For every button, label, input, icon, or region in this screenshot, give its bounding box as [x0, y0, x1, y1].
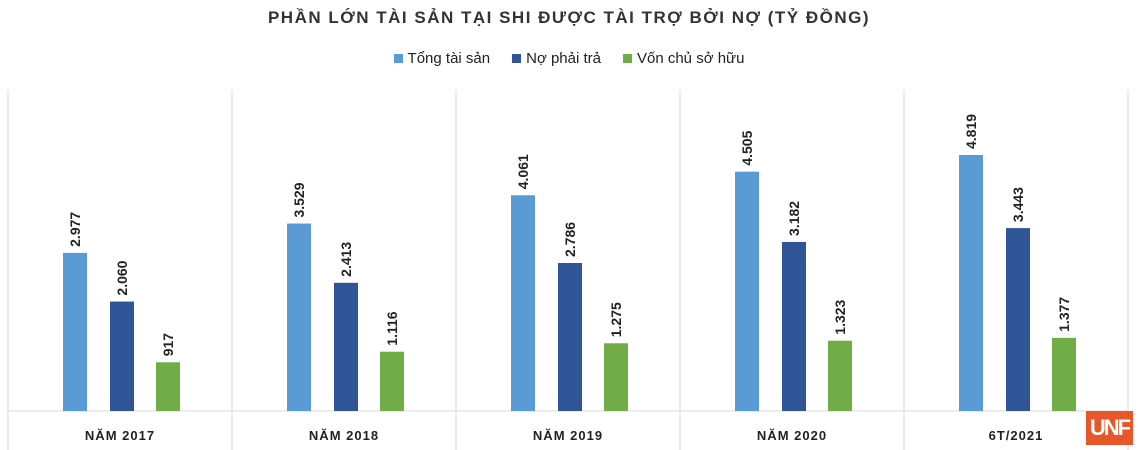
bar	[380, 351, 404, 411]
data-label: 1.116	[384, 311, 400, 345]
data-label: 3.443	[1010, 187, 1026, 222]
legend-item: Nợ phải trả	[512, 50, 601, 67]
bar	[287, 223, 311, 411]
legend-item: Tổng tài sản	[393, 50, 491, 67]
category-label: 6T/2021	[989, 428, 1044, 443]
data-label: 1.323	[832, 299, 848, 334]
data-label: 2.060	[114, 260, 130, 295]
bar	[1052, 337, 1076, 411]
data-label: 3.182	[786, 201, 802, 236]
bar	[782, 241, 806, 411]
data-label: 2.977	[67, 212, 83, 247]
data-label: 4.061	[515, 154, 531, 189]
bar	[828, 340, 852, 411]
data-label: 1.275	[608, 302, 624, 337]
legend-label: Vốn chủ sở hữu	[636, 50, 745, 67]
bar	[1006, 228, 1030, 411]
legend-swatch	[622, 54, 632, 63]
bar	[511, 195, 535, 411]
legend-swatch	[393, 54, 403, 63]
legend-label: Nợ phải trả	[526, 50, 601, 67]
data-label: 3.529	[291, 182, 307, 217]
chart-title: PHẦN LỚN TÀI SẢN TẠI SHI ĐƯỢC TÀI TRỢ BỞ…	[267, 8, 871, 27]
category-label: NĂM 2020	[757, 428, 827, 443]
bar	[334, 282, 358, 411]
category-label: NĂM 2018	[309, 428, 379, 443]
data-label: 4.819	[963, 114, 979, 149]
bar	[110, 301, 134, 411]
legend-swatch	[512, 54, 522, 63]
data-label: 1.377	[1056, 297, 1072, 332]
data-label: 2.413	[338, 242, 354, 277]
data-label: 4.505	[739, 130, 755, 165]
legend-label: Tổng tài sản	[407, 50, 491, 67]
data-label: 2.786	[562, 222, 578, 257]
category-label: NĂM 2019	[533, 428, 603, 443]
legend: Tổng tài sản Nợ phải trả Vốn chủ sở hữu	[0, 50, 1138, 67]
bar	[604, 343, 628, 411]
bar	[959, 155, 983, 411]
bar	[156, 362, 180, 411]
data-label: 917	[160, 333, 176, 357]
legend-item: Vốn chủ sở hữu	[622, 50, 745, 67]
unf-logo: UNF	[1086, 411, 1133, 445]
bar	[63, 252, 87, 411]
bar	[558, 262, 582, 411]
bar	[735, 171, 759, 411]
category-label: NĂM 2017	[85, 428, 155, 443]
